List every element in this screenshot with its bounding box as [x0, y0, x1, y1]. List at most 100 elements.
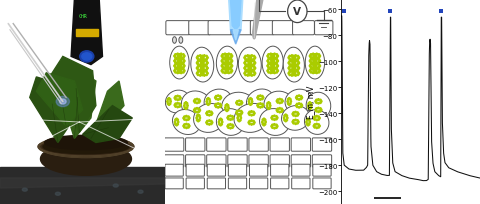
- Ellipse shape: [292, 72, 299, 76]
- Circle shape: [249, 69, 251, 71]
- Circle shape: [239, 114, 240, 116]
- Circle shape: [199, 110, 201, 111]
- Ellipse shape: [226, 69, 232, 73]
- Circle shape: [249, 72, 251, 73]
- Ellipse shape: [292, 56, 299, 60]
- Ellipse shape: [264, 92, 296, 120]
- Circle shape: [240, 120, 241, 121]
- Circle shape: [228, 107, 229, 109]
- Circle shape: [293, 112, 294, 114]
- Ellipse shape: [60, 99, 66, 104]
- Ellipse shape: [306, 93, 331, 119]
- Circle shape: [239, 104, 240, 106]
- Circle shape: [251, 124, 252, 125]
- Circle shape: [293, 72, 294, 73]
- Ellipse shape: [249, 72, 255, 76]
- Circle shape: [177, 56, 179, 58]
- Circle shape: [198, 109, 200, 110]
- Circle shape: [175, 72, 176, 74]
- Circle shape: [175, 62, 176, 64]
- Circle shape: [207, 104, 209, 106]
- Circle shape: [295, 61, 297, 62]
- Circle shape: [177, 107, 179, 108]
- Circle shape: [273, 71, 275, 72]
- Circle shape: [180, 59, 182, 60]
- Circle shape: [252, 101, 253, 103]
- Polygon shape: [252, 0, 263, 40]
- Circle shape: [295, 65, 297, 66]
- Circle shape: [316, 116, 317, 118]
- Circle shape: [276, 72, 277, 74]
- Circle shape: [180, 69, 182, 70]
- Circle shape: [227, 64, 228, 66]
- Circle shape: [239, 110, 240, 112]
- Ellipse shape: [216, 47, 238, 80]
- Circle shape: [250, 63, 252, 64]
- Circle shape: [309, 61, 311, 62]
- Circle shape: [265, 122, 266, 123]
- Circle shape: [272, 72, 273, 74]
- Ellipse shape: [316, 109, 321, 112]
- Circle shape: [315, 62, 316, 64]
- Ellipse shape: [178, 55, 184, 59]
- Circle shape: [249, 114, 250, 116]
- Circle shape: [200, 70, 201, 72]
- Circle shape: [219, 119, 220, 121]
- Circle shape: [257, 105, 258, 107]
- Circle shape: [196, 103, 198, 104]
- Circle shape: [220, 97, 222, 99]
- Circle shape: [258, 99, 259, 100]
- Circle shape: [295, 70, 297, 72]
- Ellipse shape: [313, 64, 320, 69]
- Circle shape: [274, 119, 275, 121]
- Text: 300 s: 300 s: [378, 203, 397, 204]
- Circle shape: [245, 64, 246, 66]
- Ellipse shape: [204, 90, 232, 114]
- Circle shape: [178, 57, 180, 59]
- Ellipse shape: [246, 90, 274, 114]
- Circle shape: [310, 64, 312, 66]
- Circle shape: [297, 120, 298, 122]
- Circle shape: [169, 99, 171, 101]
- Ellipse shape: [206, 121, 212, 125]
- Ellipse shape: [226, 60, 232, 64]
- Circle shape: [197, 61, 199, 63]
- Circle shape: [288, 58, 289, 59]
- Circle shape: [196, 63, 198, 64]
- Circle shape: [245, 72, 246, 73]
- Ellipse shape: [175, 96, 180, 100]
- Circle shape: [228, 73, 229, 74]
- Circle shape: [207, 98, 209, 100]
- Circle shape: [316, 61, 317, 62]
- Ellipse shape: [175, 69, 181, 73]
- Circle shape: [196, 115, 198, 117]
- Circle shape: [250, 58, 252, 59]
- Circle shape: [309, 71, 311, 72]
- Circle shape: [293, 115, 294, 116]
- Circle shape: [177, 71, 179, 72]
- Circle shape: [314, 127, 315, 129]
- Circle shape: [294, 73, 296, 75]
- Circle shape: [318, 72, 320, 74]
- Circle shape: [295, 120, 296, 121]
- Ellipse shape: [181, 91, 213, 121]
- Circle shape: [222, 64, 224, 66]
- Circle shape: [203, 68, 204, 70]
- Circle shape: [297, 72, 299, 73]
- Circle shape: [253, 121, 254, 122]
- Circle shape: [251, 99, 252, 101]
- Circle shape: [264, 119, 266, 121]
- Circle shape: [312, 68, 314, 69]
- Circle shape: [209, 111, 210, 113]
- FancyBboxPatch shape: [272, 21, 294, 35]
- Circle shape: [310, 69, 312, 71]
- Circle shape: [222, 62, 224, 64]
- Circle shape: [293, 59, 294, 61]
- Circle shape: [201, 63, 202, 64]
- Circle shape: [262, 122, 263, 123]
- Circle shape: [271, 126, 272, 128]
- Circle shape: [228, 54, 229, 55]
- FancyBboxPatch shape: [228, 164, 247, 176]
- Circle shape: [177, 73, 179, 74]
- Circle shape: [227, 57, 228, 59]
